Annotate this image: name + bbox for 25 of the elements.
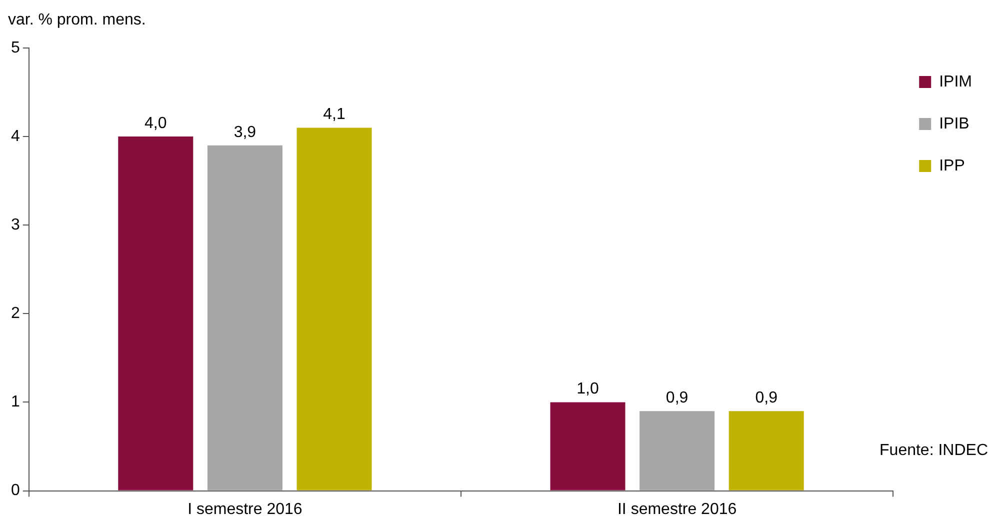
data-label: 4,1	[323, 106, 346, 124]
legend-label: IPIB	[939, 115, 970, 132]
data-label: 0,9	[666, 390, 688, 406]
y-tick-label: 3	[10, 216, 20, 234]
legend-label: IPIM	[939, 73, 972, 90]
bar	[296, 128, 372, 490]
y-tick-label: 1	[10, 394, 20, 411]
bar	[207, 145, 282, 490]
data-label: 4,0	[144, 114, 167, 132]
y-tick-label: 4	[10, 128, 20, 145]
data-label: 1,0	[576, 380, 599, 398]
data-label: 0,9	[755, 390, 778, 406]
y-tick-label: 5	[10, 39, 20, 56]
x-tick-label: II semestre 2016	[617, 500, 737, 518]
x-tick-label: I semestre 2016	[188, 500, 302, 518]
data-label: 3,9	[234, 124, 256, 141]
bar	[640, 411, 715, 490]
y-axis-title: var. % prom. mens.	[8, 11, 146, 28]
bar	[550, 402, 626, 490]
y-tick-label: 0	[10, 482, 20, 500]
bar	[118, 136, 194, 490]
y-tick-label: 2	[10, 305, 20, 322]
legend-label: IPP	[939, 157, 965, 174]
bar	[728, 411, 804, 490]
annotation: Fuente: INDEC	[880, 442, 988, 460]
